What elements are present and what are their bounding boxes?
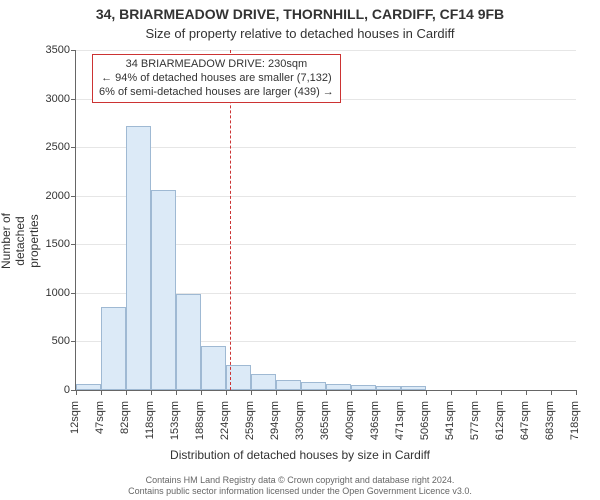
- histogram-bar: [151, 190, 176, 390]
- plot-area: 34 BRIARMEADOW DRIVE: 230sqm ← 94% of det…: [75, 50, 576, 391]
- callout-line3: 6% of semi-detached houses are larger (4…: [99, 86, 334, 98]
- callout-line2: ← 94% of detached houses are smaller (7,…: [101, 72, 332, 84]
- xtick-mark: [101, 390, 102, 395]
- ytick-label: 1000: [10, 287, 70, 299]
- xtick-mark: [526, 390, 527, 395]
- footer-line2: Contains public sector information licen…: [128, 486, 472, 496]
- ytick-label: 1500: [10, 238, 70, 250]
- xtick-label: 365sqm: [319, 401, 331, 456]
- xtick-label: 647sqm: [519, 401, 531, 456]
- ytick-label: 3000: [10, 93, 70, 105]
- callout-line1: 34 BRIARMEADOW DRIVE: 230sqm: [126, 58, 308, 70]
- xtick-mark: [126, 390, 127, 395]
- xtick-mark: [251, 390, 252, 395]
- xtick-mark: [151, 390, 152, 395]
- ytick-mark: [71, 341, 76, 342]
- histogram-bar: [101, 307, 126, 390]
- histogram-bar: [126, 126, 151, 390]
- xtick-mark: [226, 390, 227, 395]
- xtick-label: 12sqm: [69, 401, 81, 456]
- xtick-mark: [426, 390, 427, 395]
- xtick-mark: [551, 390, 552, 395]
- xtick-label: 506sqm: [419, 401, 431, 456]
- xtick-label: 47sqm: [94, 401, 106, 456]
- ytick-mark: [71, 50, 76, 51]
- xtick-mark: [501, 390, 502, 395]
- xtick-label: 153sqm: [169, 401, 181, 456]
- xtick-label: 330sqm: [294, 401, 306, 456]
- gridline: [76, 147, 576, 148]
- xtick-label: 400sqm: [344, 401, 356, 456]
- property-size-histogram: { "title": "34, BRIARMEADOW DRIVE, THORN…: [0, 0, 600, 500]
- xtick-label: 188sqm: [194, 401, 206, 456]
- xtick-label: 259sqm: [244, 401, 256, 456]
- histogram-bar: [201, 346, 226, 390]
- histogram-bar: [401, 386, 426, 390]
- xtick-mark: [176, 390, 177, 395]
- histogram-bar: [351, 385, 376, 390]
- xtick-label: 471sqm: [394, 401, 406, 456]
- xtick-mark: [326, 390, 327, 395]
- xtick-label: 683sqm: [544, 401, 556, 456]
- ytick-label: 2500: [10, 141, 70, 153]
- xtick-mark: [376, 390, 377, 395]
- xtick-mark: [576, 390, 577, 395]
- xtick-label: 118sqm: [144, 401, 156, 456]
- xtick-label: 541sqm: [444, 401, 456, 456]
- ytick-label: 500: [10, 335, 70, 347]
- ytick-label: 3500: [10, 44, 70, 56]
- ytick-mark: [71, 99, 76, 100]
- histogram-bar: [376, 386, 401, 390]
- xtick-label: 224sqm: [219, 401, 231, 456]
- gridline: [76, 50, 576, 51]
- xtick-mark: [401, 390, 402, 395]
- xtick-mark: [351, 390, 352, 395]
- ytick-label: 0: [10, 384, 70, 396]
- histogram-bar: [326, 384, 351, 390]
- ytick-mark: [71, 244, 76, 245]
- xtick-mark: [276, 390, 277, 395]
- xtick-mark: [451, 390, 452, 395]
- footer-text: Contains HM Land Registry data © Crown c…: [0, 475, 600, 497]
- ytick-mark: [71, 293, 76, 294]
- xtick-mark: [476, 390, 477, 395]
- xtick-mark: [301, 390, 302, 395]
- xtick-label: 436sqm: [369, 401, 381, 456]
- histogram-bar: [301, 382, 326, 390]
- histogram-bar: [251, 374, 276, 390]
- histogram-bar: [276, 380, 301, 390]
- histogram-bar: [176, 294, 201, 390]
- callout-box: 34 BRIARMEADOW DRIVE: 230sqm ← 94% of det…: [92, 54, 341, 103]
- ytick-label: 2000: [10, 190, 70, 202]
- xtick-mark: [201, 390, 202, 395]
- ytick-mark: [71, 147, 76, 148]
- xtick-label: 577sqm: [469, 401, 481, 456]
- xtick-label: 82sqm: [119, 401, 131, 456]
- xtick-label: 718sqm: [569, 401, 581, 456]
- xtick-label: 294sqm: [269, 401, 281, 456]
- ytick-mark: [71, 196, 76, 197]
- xtick-label: 612sqm: [494, 401, 506, 456]
- chart-subtitle: Size of property relative to detached ho…: [0, 26, 600, 41]
- chart-title: 34, BRIARMEADOW DRIVE, THORNHILL, CARDIF…: [0, 6, 600, 22]
- footer-line1: Contains HM Land Registry data © Crown c…: [146, 475, 455, 485]
- histogram-bar: [76, 384, 101, 390]
- xtick-mark: [76, 390, 77, 395]
